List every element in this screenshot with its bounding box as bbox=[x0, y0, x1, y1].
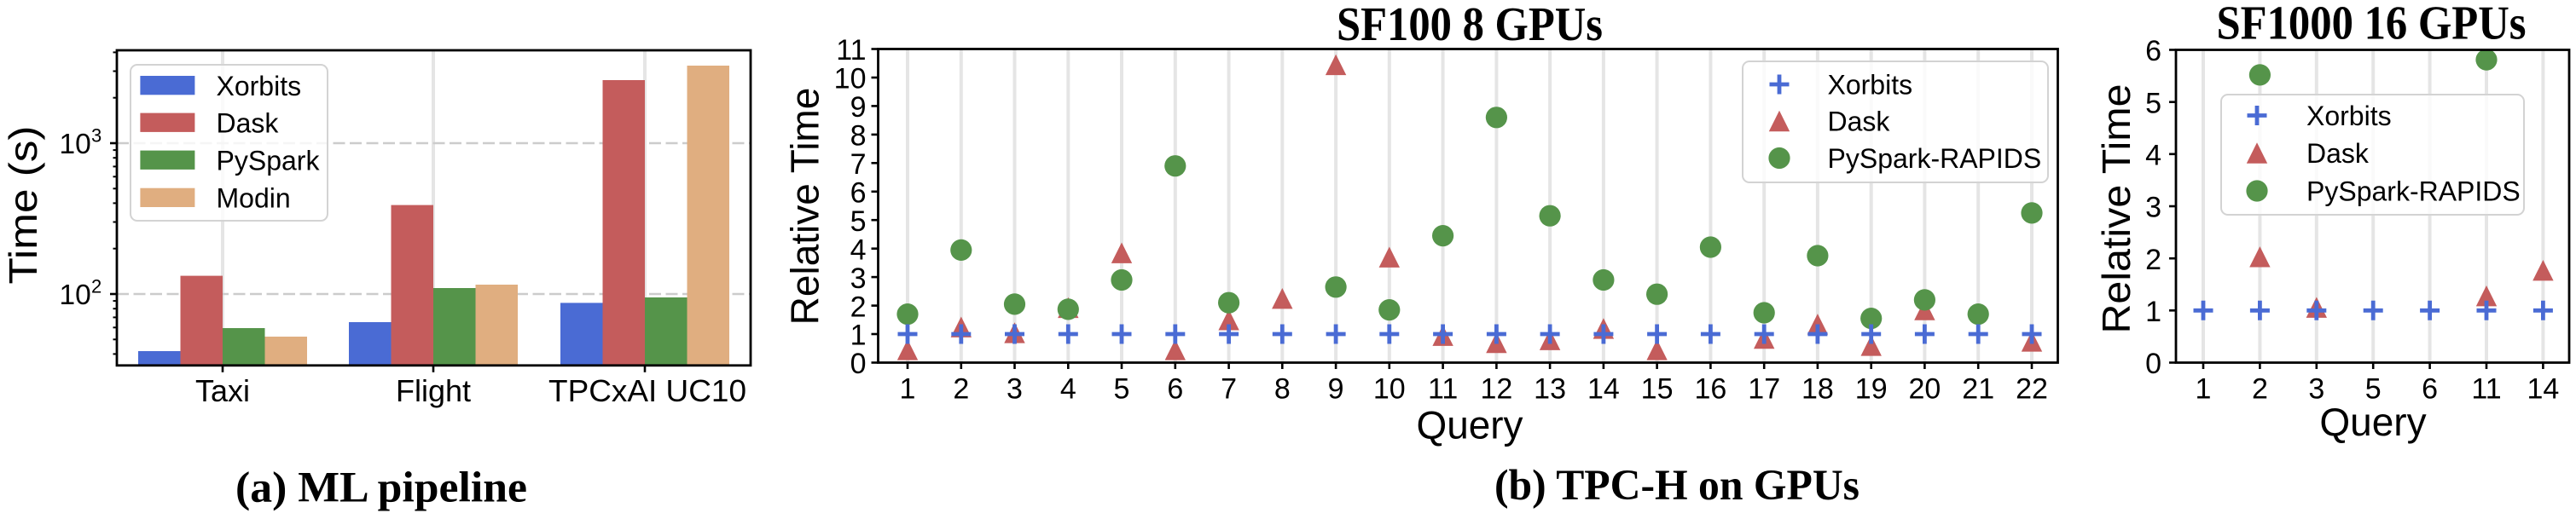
svg-text:8: 8 bbox=[1274, 373, 1291, 406]
svg-text:7: 7 bbox=[1221, 373, 1237, 406]
svg-text:0: 0 bbox=[850, 348, 867, 380]
svg-text:3: 3 bbox=[2145, 192, 2161, 224]
svg-text:1: 1 bbox=[850, 320, 867, 352]
svg-text:Dask: Dask bbox=[1828, 107, 1891, 137]
svg-text:7: 7 bbox=[850, 148, 867, 181]
svg-text:3: 3 bbox=[2308, 373, 2324, 406]
svg-text:19: 19 bbox=[1855, 373, 1888, 406]
svg-text:Query: Query bbox=[2319, 400, 2426, 444]
svg-text:PySpark: PySpark bbox=[217, 146, 321, 176]
svg-text:8: 8 bbox=[850, 120, 867, 153]
svg-text:Dask: Dask bbox=[217, 108, 280, 139]
svg-text:Flight: Flight bbox=[396, 373, 471, 408]
svg-text:12: 12 bbox=[1480, 373, 1512, 406]
svg-text:Relative Time: Relative Time bbox=[783, 88, 827, 326]
svg-text:10: 10 bbox=[834, 63, 867, 95]
svg-text:20: 20 bbox=[1908, 373, 1941, 406]
svg-text:22: 22 bbox=[2016, 373, 2048, 406]
svg-text:6: 6 bbox=[2422, 373, 2438, 406]
svg-text:10: 10 bbox=[1373, 373, 1406, 406]
svg-text:Taxi: Taxi bbox=[195, 373, 250, 408]
svg-text:5: 5 bbox=[2145, 87, 2161, 119]
svg-text:11: 11 bbox=[1428, 373, 1458, 406]
svg-text:2: 2 bbox=[850, 291, 867, 323]
svg-text:18: 18 bbox=[1801, 373, 1834, 406]
svg-text:3: 3 bbox=[1007, 373, 1023, 406]
svg-text:10: 10 bbox=[60, 129, 91, 160]
svg-text:3: 3 bbox=[91, 125, 102, 147]
svg-text:5: 5 bbox=[2365, 373, 2382, 406]
svg-text:Relative Time: Relative Time bbox=[2094, 84, 2138, 334]
svg-text:3: 3 bbox=[850, 262, 867, 295]
svg-text:9: 9 bbox=[1328, 373, 1344, 406]
svg-text:(a) ML pipeline: (a) ML pipeline bbox=[235, 464, 527, 512]
svg-text:21: 21 bbox=[1962, 373, 1994, 406]
svg-text:16: 16 bbox=[1694, 373, 1726, 406]
svg-text:6: 6 bbox=[1167, 373, 1183, 406]
svg-text:Xorbits: Xorbits bbox=[217, 71, 302, 101]
svg-text:9: 9 bbox=[850, 91, 867, 124]
svg-text:SF1000 16 GPUs: SF1000 16 GPUs bbox=[2217, 0, 2527, 50]
svg-text:Modin: Modin bbox=[217, 183, 291, 214]
svg-text:Time (s): Time (s) bbox=[1, 126, 45, 285]
svg-text:5: 5 bbox=[1114, 373, 1130, 406]
svg-text:13: 13 bbox=[1534, 373, 1566, 406]
svg-text:(b) TPC-H on GPUs: (b) TPC-H on GPUs bbox=[1494, 462, 1859, 510]
svg-text:6: 6 bbox=[850, 177, 867, 210]
svg-text:4: 4 bbox=[2145, 140, 2161, 172]
svg-text:1: 1 bbox=[900, 373, 916, 406]
svg-text:PySpark-RAPIDS: PySpark-RAPIDS bbox=[1828, 143, 2042, 174]
svg-text:Xorbits: Xorbits bbox=[2306, 101, 2392, 131]
svg-text:0: 0 bbox=[2145, 348, 2161, 380]
svg-text:2: 2 bbox=[2252, 373, 2268, 406]
svg-text:1: 1 bbox=[2196, 373, 2212, 406]
svg-text:11: 11 bbox=[2471, 373, 2501, 406]
svg-text:5: 5 bbox=[850, 205, 867, 238]
svg-text:Xorbits: Xorbits bbox=[1828, 70, 1913, 101]
svg-text:Query: Query bbox=[1417, 403, 1523, 447]
svg-text:2: 2 bbox=[91, 276, 102, 297]
svg-text:15: 15 bbox=[1641, 373, 1674, 406]
svg-text:14: 14 bbox=[1587, 373, 1620, 406]
svg-text:PySpark-RAPIDS: PySpark-RAPIDS bbox=[2306, 176, 2521, 207]
svg-text:1: 1 bbox=[2145, 296, 2161, 328]
svg-text:Dask: Dask bbox=[2306, 138, 2370, 169]
svg-text:TPCxAI UC10: TPCxAI UC10 bbox=[548, 373, 746, 408]
svg-text:14: 14 bbox=[2527, 373, 2559, 406]
svg-text:17: 17 bbox=[1748, 373, 1780, 406]
svg-text:11: 11 bbox=[836, 34, 866, 66]
svg-text:2: 2 bbox=[953, 373, 969, 406]
svg-text:SF100 8 GPUs: SF100 8 GPUs bbox=[1337, 0, 1603, 51]
svg-text:10: 10 bbox=[60, 280, 91, 311]
svg-text:4: 4 bbox=[1060, 373, 1076, 406]
svg-text:2: 2 bbox=[2145, 244, 2161, 276]
svg-text:6: 6 bbox=[2145, 35, 2161, 67]
svg-text:4: 4 bbox=[850, 234, 867, 266]
